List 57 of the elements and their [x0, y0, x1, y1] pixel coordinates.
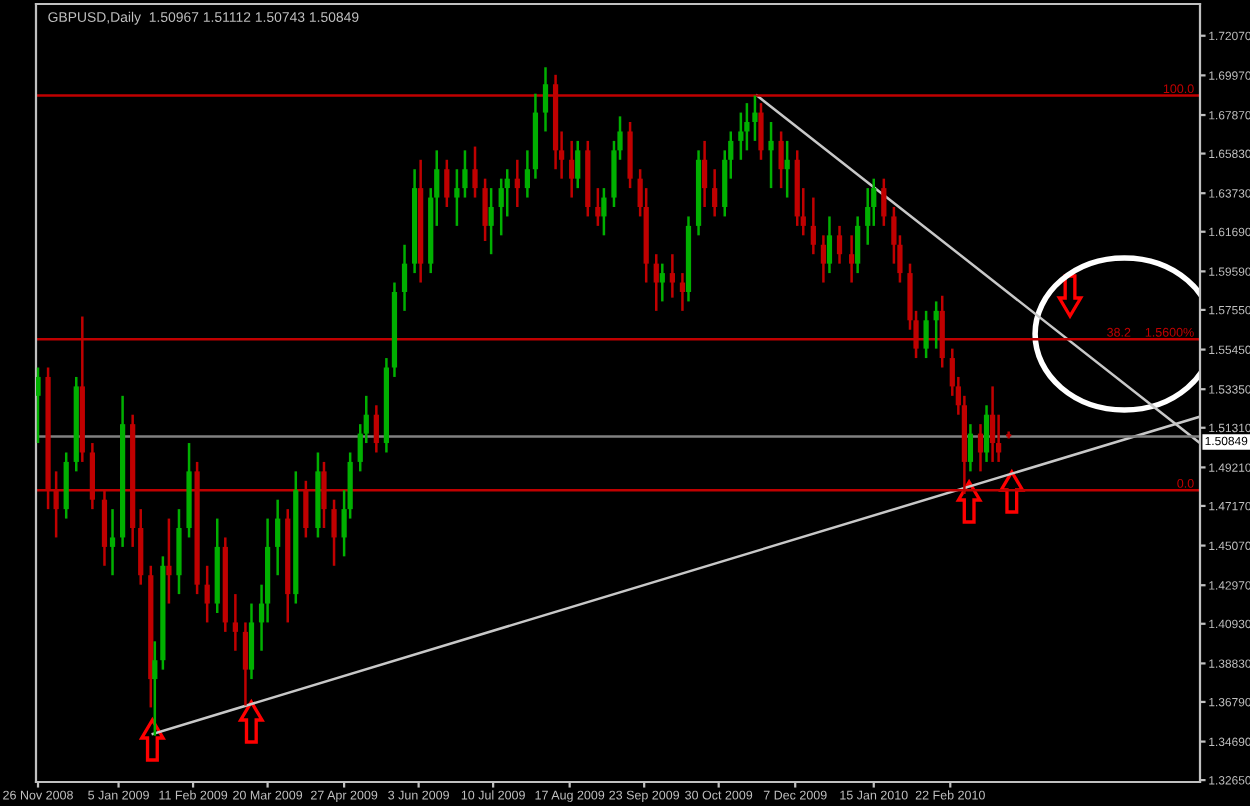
candlestick [166, 517, 172, 605]
candlestick [826, 215, 833, 275]
candlestick [989, 385, 996, 464]
candlestick [933, 300, 939, 350]
candlestick [848, 234, 855, 284]
candlestick [569, 139, 575, 199]
candlestick [462, 149, 468, 199]
candlestick [138, 507, 144, 586]
candlestick [242, 621, 249, 707]
candlestick [778, 130, 784, 190]
candlestick [542, 66, 549, 133]
candlestick [109, 507, 116, 577]
candlestick [784, 139, 790, 199]
candlestick [401, 243, 408, 313]
candlestick [36, 366, 41, 445]
candlestick [701, 139, 708, 209]
candlestick [758, 101, 764, 162]
candlestick [881, 177, 887, 228]
candlestick [454, 167, 460, 228]
candlestick [679, 271, 686, 313]
candlestick [63, 451, 69, 520]
candlestick [923, 309, 929, 360]
candlestick [514, 158, 520, 209]
candlestick [498, 177, 504, 237]
candlestick [820, 234, 827, 284]
candlestick [232, 592, 238, 653]
candlestick [275, 498, 281, 577]
candlestick [331, 498, 337, 568]
candlestick [601, 186, 607, 237]
candlestick [967, 422, 974, 473]
candlestick [855, 215, 861, 275]
candlestick [595, 186, 601, 228]
candlestick [575, 139, 581, 190]
candlestick [627, 120, 633, 190]
candlestick [669, 252, 675, 299]
candlestick [248, 602, 255, 681]
candlestick [810, 196, 816, 256]
candlestick [152, 640, 158, 737]
candlestick [836, 224, 843, 265]
candlestick [373, 404, 379, 454]
candlestick [204, 564, 210, 624]
candlestick [653, 252, 659, 313]
candlestick [488, 186, 494, 256]
candlestick [977, 422, 984, 473]
candlestick [768, 120, 774, 190]
candlestick [524, 149, 530, 199]
candlestick [659, 262, 665, 303]
candlestick [865, 186, 871, 247]
candlestick [176, 507, 182, 596]
candlestick [444, 158, 450, 209]
candlestick [752, 94, 758, 143]
candlestick [744, 101, 750, 152]
candlestick [482, 177, 488, 243]
candlestick [472, 145, 478, 199]
candlestick [738, 111, 744, 162]
candlestick [983, 404, 990, 464]
candlestick [712, 167, 718, 218]
